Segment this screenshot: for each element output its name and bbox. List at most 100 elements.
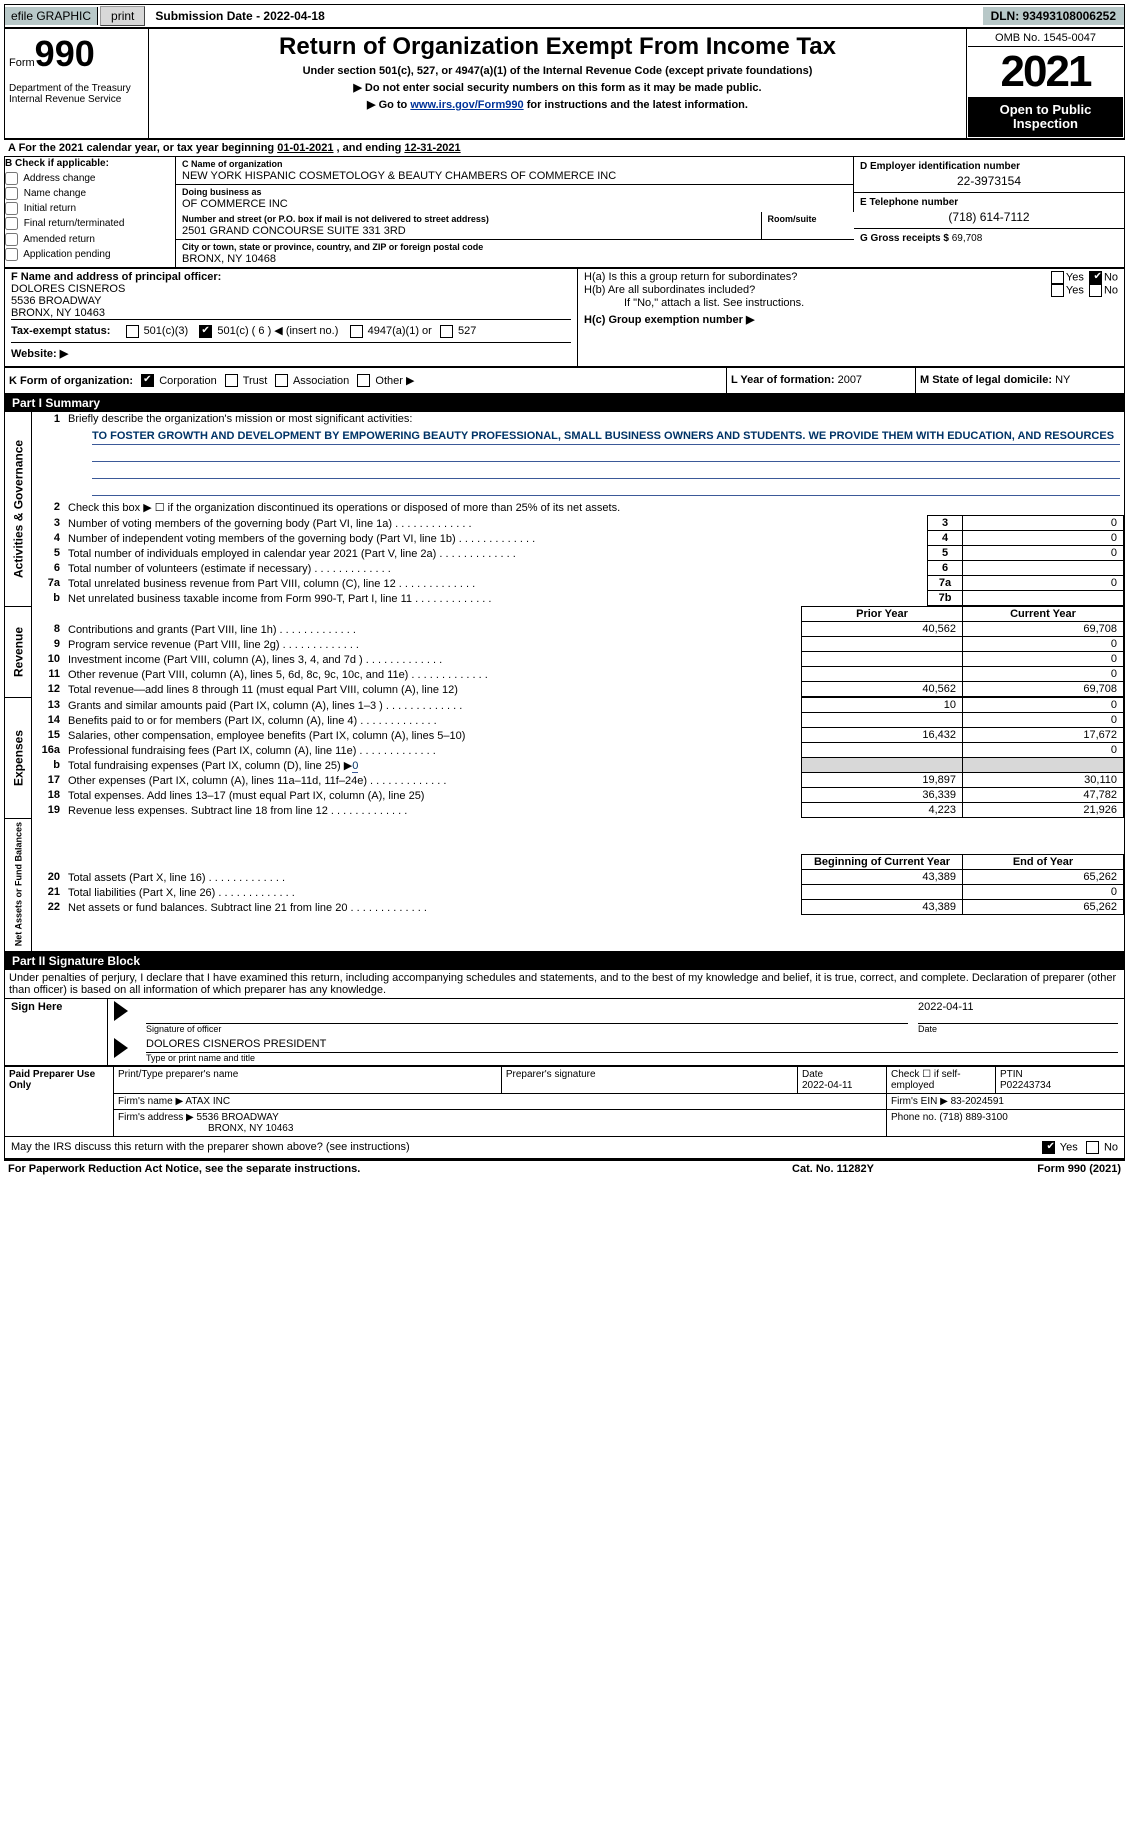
chk-4947[interactable] xyxy=(350,325,363,338)
dba-cell: Doing business as OF COMMERCE INC xyxy=(176,185,853,212)
end-date: 12-31-2021 xyxy=(404,142,460,154)
officer-printed-name: DOLORES CISNEROS PRESIDENT xyxy=(146,1038,1118,1053)
line-8-text: Contributions and grants (Part VIII, lin… xyxy=(64,622,802,637)
line-4-box: 4 xyxy=(928,531,963,546)
line-6-box: 6 xyxy=(928,561,963,576)
discuss-no-box[interactable] xyxy=(1086,1141,1099,1154)
line-21-text: Total liabilities (Part X, line 26) xyxy=(64,885,802,900)
ein-label: D Employer identification number xyxy=(860,161,1020,172)
sign-here-label: Sign Here xyxy=(5,999,108,1066)
line-num-5: 5 xyxy=(32,546,64,561)
cat-no: Cat. No. 11282Y xyxy=(729,1161,937,1177)
sig-date-caption: Date xyxy=(918,1024,1118,1034)
line-num-19: 19 xyxy=(32,803,64,818)
colb-checkbox-5[interactable] xyxy=(5,248,18,261)
room-label: Room/suite xyxy=(768,214,817,224)
yes-label-2: Yes xyxy=(1066,284,1084,296)
line-18-text: Total expenses. Add lines 13–17 (must eq… xyxy=(64,788,802,803)
gross-value: 69,708 xyxy=(952,233,983,244)
chk-527[interactable] xyxy=(440,325,453,338)
colb-checkbox-4[interactable] xyxy=(5,233,18,246)
hb-yes-box[interactable] xyxy=(1051,284,1064,297)
lbl-501c: 501(c) ( xyxy=(217,325,255,337)
open-inspection: Open to Public Inspection xyxy=(968,97,1123,137)
officer-addr2: BRONX, NY 10463 xyxy=(11,307,105,319)
type-name-caption: Type or print name and title xyxy=(146,1053,1118,1063)
line-num-1: 1 xyxy=(32,412,64,426)
ha-no-box[interactable] xyxy=(1089,271,1102,284)
line-10-curr: 0 xyxy=(963,652,1124,667)
line-3-val: 0 xyxy=(963,516,1124,531)
line-7a-val: 0 xyxy=(963,576,1124,591)
begin-date: 01-01-2021 xyxy=(277,142,333,154)
line-num-3: 3 xyxy=(32,516,64,531)
line-22-text: Net assets or fund balances. Subtract li… xyxy=(64,900,802,915)
line-num-8: 8 xyxy=(32,622,64,637)
line-num-7a: 7a xyxy=(32,576,64,591)
colb-checkbox-1[interactable] xyxy=(5,187,18,200)
form-footer: Form 990 (2021) xyxy=(937,1161,1125,1177)
firm-ein-cell: Firm's EIN ▶ 83-2024591 xyxy=(887,1093,1125,1109)
discuss-yes-box[interactable] xyxy=(1042,1141,1055,1154)
line-16b-curr xyxy=(963,758,1124,773)
line-4-text: Number of independent voting members of … xyxy=(64,531,928,546)
colb-checkbox-2[interactable] xyxy=(5,202,18,215)
line-num-15: 15 xyxy=(32,728,64,743)
officer-sig-line xyxy=(146,1001,908,1024)
discuss-text: May the IRS discuss this return with the… xyxy=(11,1141,958,1154)
ha-yes-box[interactable] xyxy=(1051,271,1064,284)
colb-item-5: Application pending xyxy=(5,248,175,262)
mission-text: TO FOSTER GROWTH AND DEVELOPMENT BY EMPO… xyxy=(92,430,1120,445)
print-button[interactable]: print xyxy=(100,6,145,26)
irs-label: Internal Revenue Service xyxy=(9,94,144,105)
officer-addr1: 5536 BROADWAY xyxy=(11,295,101,307)
dba-value: OF COMMERCE INC xyxy=(182,198,288,210)
line-21-prior xyxy=(802,885,963,900)
side-net-assets: Net Assets or Fund Balances xyxy=(5,818,32,951)
prep-name-cell: Print/Type preparer's name xyxy=(114,1066,502,1093)
line-15-prior: 16,432 xyxy=(802,728,963,743)
k-trust: Trust xyxy=(243,375,268,387)
tax-year: 2021 xyxy=(968,47,1123,97)
tel-value: (718) 614-7112 xyxy=(860,208,1118,224)
line-20-curr: 65,262 xyxy=(963,870,1124,885)
form-number: 990 xyxy=(35,33,95,74)
k-corp: Corporation xyxy=(159,375,216,387)
no-label: No xyxy=(1104,271,1118,283)
k-trust-box[interactable] xyxy=(225,374,238,387)
colb-checkbox-3[interactable] xyxy=(5,217,18,230)
line-16b-prior xyxy=(802,758,963,773)
line-12-curr: 69,708 xyxy=(963,682,1124,697)
irs-link[interactable]: www.irs.gov/Form990 xyxy=(410,99,523,111)
line-4-val: 0 xyxy=(963,531,1124,546)
line-num-21: 21 xyxy=(32,885,64,900)
line-16a-curr: 0 xyxy=(963,743,1124,758)
k-other-box[interactable] xyxy=(357,374,370,387)
k-assoc-box[interactable] xyxy=(275,374,288,387)
chk-501c[interactable] xyxy=(199,325,212,338)
line-num-10: 10 xyxy=(32,652,64,667)
ein-value: 22-3973154 xyxy=(860,172,1118,188)
line-20-prior: 43,389 xyxy=(802,870,963,885)
sig-arrow-icon xyxy=(114,1001,128,1021)
officer-name: DOLORES CISNEROS xyxy=(11,283,125,295)
no-label-2: No xyxy=(1104,284,1118,296)
org-name-label: C Name of organization xyxy=(182,159,283,169)
discuss-no-label: No xyxy=(1104,1141,1118,1153)
hb-no-box[interactable] xyxy=(1089,284,1102,297)
side-revenue: Revenue xyxy=(5,606,32,697)
k-corp-box[interactable] xyxy=(141,374,154,387)
line-12-text: Total revenue—add lines 8 through 11 (mu… xyxy=(64,682,802,697)
l-value: 2007 xyxy=(838,374,862,386)
line-16a-prior xyxy=(802,743,963,758)
line-16b-val: 0 xyxy=(352,760,358,773)
hb-label: H(b) Are all subordinates included? xyxy=(584,284,998,297)
colb-checkbox-0[interactable] xyxy=(5,172,18,185)
tax-status-row: Tax-exempt status: 501(c)(3) 501(c) ( 6 … xyxy=(11,320,571,342)
line-9-curr: 0 xyxy=(963,637,1124,652)
firm-addr-cell: Firm's address ▶ 5536 BROADWAY BRONX, NY… xyxy=(114,1109,887,1136)
line-5-val: 0 xyxy=(963,546,1124,561)
year-cell: OMB No. 1545-0047 2021 Open to Public In… xyxy=(967,29,1125,139)
chk-501c3[interactable] xyxy=(126,325,139,338)
line-17-text: Other expenses (Part IX, column (A), lin… xyxy=(64,773,802,788)
